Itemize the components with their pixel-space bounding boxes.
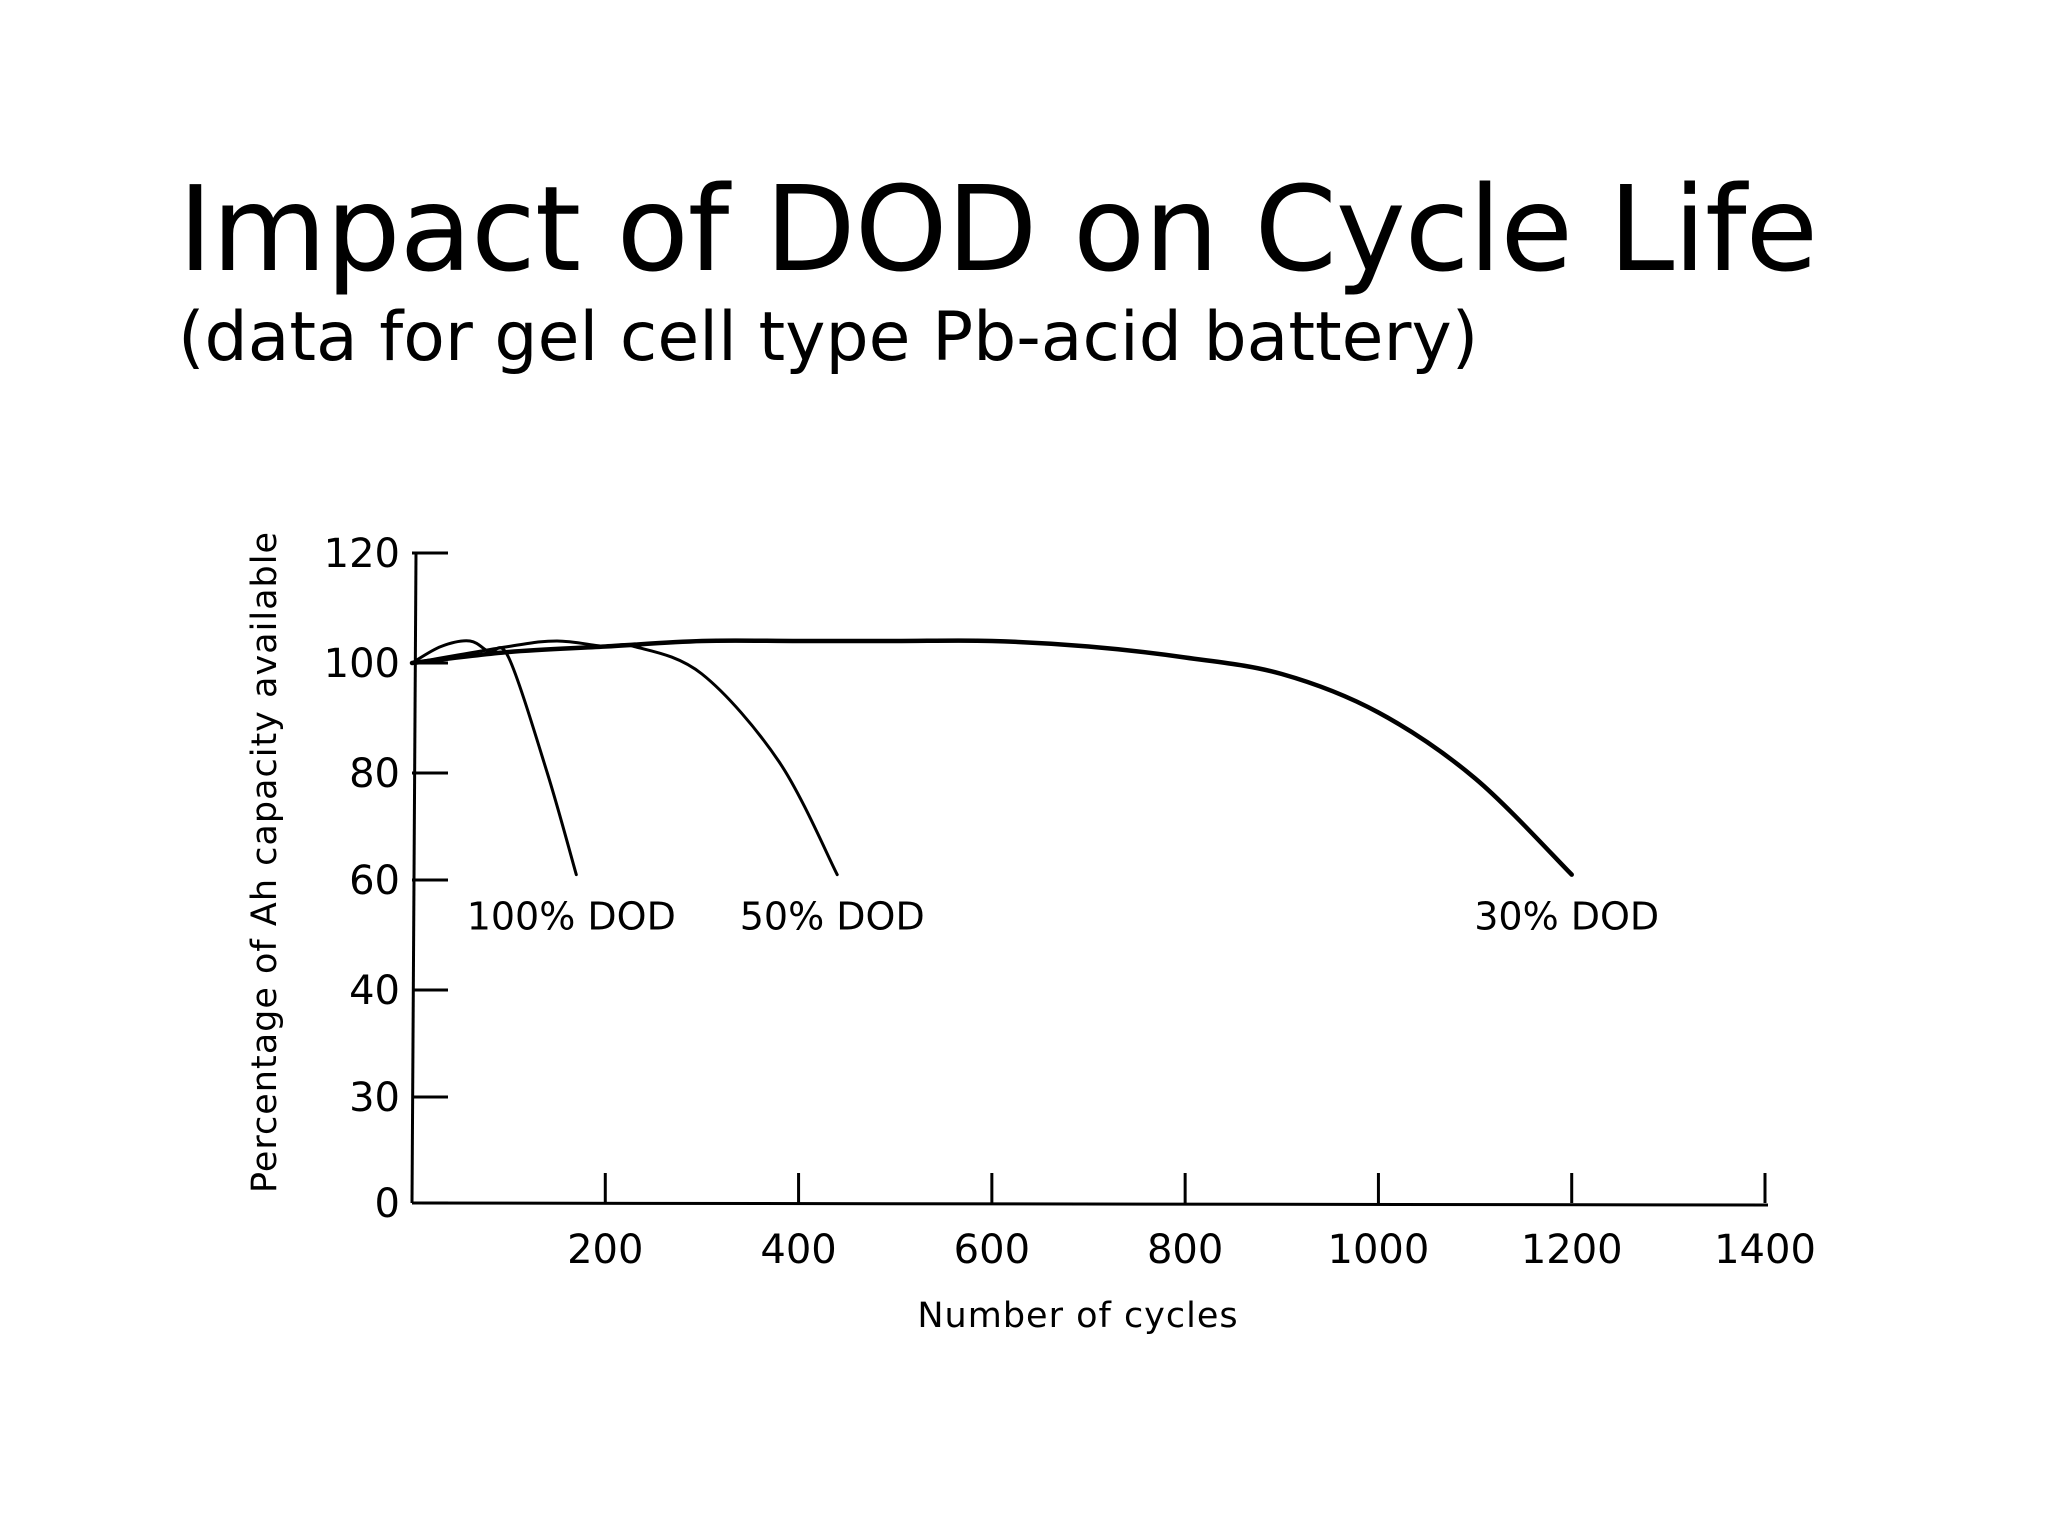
y-axis-label: Percentage of Ah capacity available <box>245 531 285 1193</box>
x-tick-label: 400 <box>760 1227 836 1273</box>
x-tick-label: 1000 <box>1328 1227 1430 1273</box>
x-axis-line <box>411 1201 1769 1207</box>
chart-series <box>409 638 1574 877</box>
y-tick-label: 100 <box>324 641 400 687</box>
chart-ticks: 0 30 40 60 80 100 120 200 400 600 800 1000 1200 1400 <box>324 531 1816 1273</box>
y-axis-line <box>410 552 418 1204</box>
series-label-1: 100% DOD <box>467 895 676 939</box>
y-tick-label: 80 <box>349 751 400 797</box>
x-tick-label: 200 <box>567 1227 643 1273</box>
slide-subtitle: (data for gel cell type Pb-acid battery) <box>178 298 1479 377</box>
series-line-3 <box>409 638 1574 877</box>
chart-labels: Number of cycles Percentage of Ah capacit… <box>245 531 1659 1336</box>
series-label-3: 30% DOD <box>1474 895 1659 939</box>
series-line-1 <box>410 639 578 877</box>
y-tick-label: 30 <box>349 1075 400 1121</box>
y-tick-label: 0 <box>375 1181 400 1227</box>
series-label-2: 50% DOD <box>740 895 925 939</box>
y-tick-label: 40 <box>349 968 400 1014</box>
x-tick-label: 800 <box>1147 1227 1223 1273</box>
y-tick-label: 60 <box>349 858 400 904</box>
y-tick-label: 120 <box>324 531 400 577</box>
x-tick-label: 1200 <box>1521 1227 1623 1273</box>
slide-title: Impact of DOD on Cycle Life <box>178 160 1818 298</box>
x-tick-label: 600 <box>954 1227 1030 1273</box>
x-axis-label: Number of cycles <box>917 1296 1238 1336</box>
x-tick-label: 1400 <box>1714 1227 1816 1273</box>
chart-axes <box>410 552 1769 1207</box>
series-line-2 <box>410 639 839 877</box>
